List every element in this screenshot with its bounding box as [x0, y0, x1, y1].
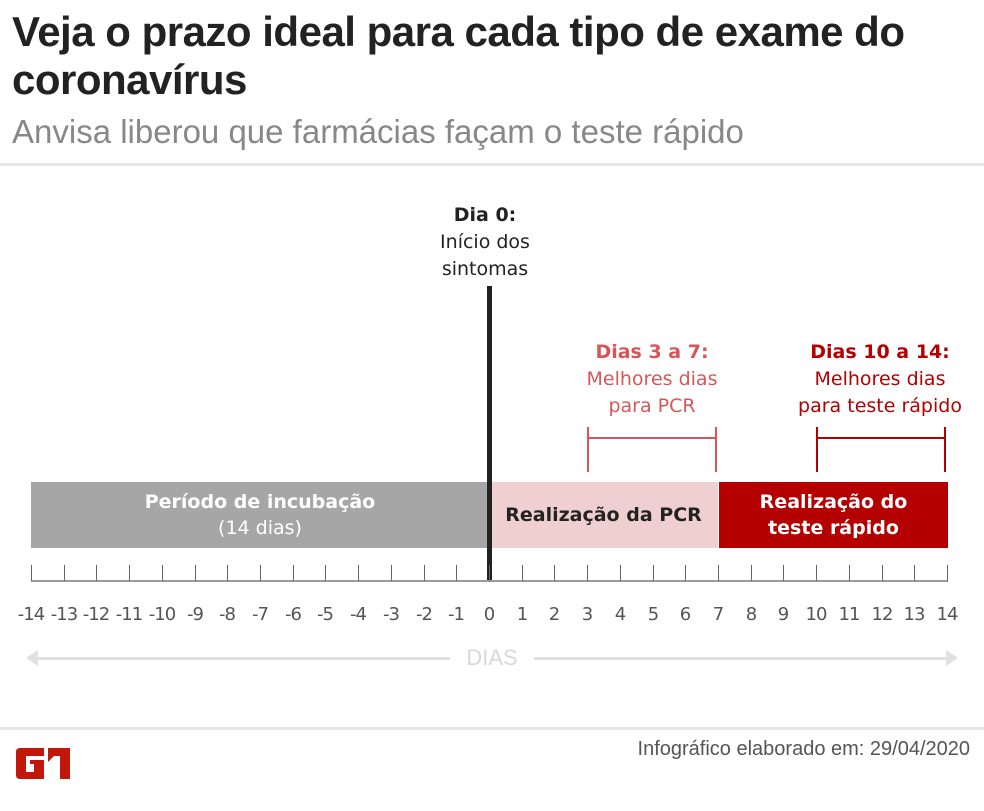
axis-tick-label: 8 [745, 604, 757, 625]
axis-tick [783, 565, 784, 581]
axis-tick-label: -5 [317, 604, 334, 625]
rapid-test-bar: Realização do teste rápido [719, 482, 948, 548]
axis-tick [522, 565, 523, 581]
axis-tick [456, 565, 457, 581]
arrow-right-icon [946, 650, 958, 666]
axis-tick [162, 565, 163, 581]
axis-tick-label: -10 [148, 604, 176, 625]
day-zero-line1: Início dos [440, 231, 530, 253]
axis-tick-label: -2 [416, 604, 433, 625]
axis-tick [751, 565, 752, 581]
rapid-bracket [816, 437, 946, 439]
rapid-bar-sublabel: teste rápido [768, 517, 899, 539]
pcr-bracket [587, 437, 717, 439]
axis-tick-label: 4 [614, 604, 626, 625]
axis-tick [391, 565, 392, 581]
axis-tick-label: -4 [350, 604, 367, 625]
axis-tick [489, 565, 490, 581]
axis-tick-label: 12 [871, 604, 894, 625]
axis-tick [947, 565, 948, 581]
g1-logo-icon [14, 746, 74, 780]
axis-tick [424, 565, 425, 581]
axis-tick-label: 2 [548, 604, 560, 625]
axis-tick [849, 565, 850, 581]
axis-tick [227, 565, 228, 581]
day-zero-line [487, 286, 492, 582]
day-zero-line2: sintomas [441, 258, 529, 280]
rapid-callout-range: Dias 10 a 14: [810, 341, 950, 363]
axis-tick-label: -1 [448, 604, 465, 625]
pcr-callout-range: Dias 3 a 7: [595, 341, 709, 363]
axis-tick [587, 565, 588, 581]
axis-tick-label: -12 [82, 604, 110, 625]
axis-tick-label: -7 [252, 604, 269, 625]
axis-label: DIAS [466, 645, 518, 670]
axis-tick-label: 11 [838, 604, 861, 625]
axis-tick [260, 565, 261, 581]
axis-tick [195, 565, 196, 581]
axis-tick-label: -9 [187, 604, 204, 625]
pcr-bracket-right [715, 427, 717, 472]
axis-tick-label: -6 [285, 604, 302, 625]
axis-tick-label: 3 [581, 604, 593, 625]
rapid-bracket-right [944, 427, 946, 472]
arrow-left-icon [26, 650, 38, 666]
axis-tick [96, 565, 97, 581]
dias-arrow-right-line [534, 657, 948, 660]
axis-tick-label: 13 [903, 604, 926, 625]
timeline-axis [31, 580, 948, 582]
rapid-callout-line1: Melhores dias [814, 368, 946, 390]
axis-tick-label: -13 [50, 604, 78, 625]
axis-tick-label: -14 [17, 604, 45, 625]
page-subtitle: Anvisa liberou que farmácias façam o tes… [12, 113, 744, 150]
incubation-bar: Período de incubação (14 dias) [31, 482, 489, 548]
infographic-credit: Infográfico elaborado em: 29/04/2020 [637, 738, 970, 760]
axis-tick [293, 565, 294, 581]
page-title: Veja o prazo ideal para cada tipo de exa… [12, 8, 905, 103]
incubation-sublabel: (14 dias) [218, 517, 302, 539]
axis-tick [129, 565, 130, 581]
axis-tick [64, 565, 65, 581]
axis-tick [358, 565, 359, 581]
axis-tick [882, 565, 883, 581]
header-divider [0, 163, 984, 166]
axis-tick-label: -11 [115, 604, 143, 625]
pcr-callout-line2: para PCR [608, 395, 696, 417]
axis-tick-label: 7 [712, 604, 724, 625]
axis-tick [653, 565, 654, 581]
pcr-bar: Realização da PCR [489, 482, 718, 548]
pcr-callout-line1: Melhores dias [586, 368, 718, 390]
axis-tick [325, 565, 326, 581]
axis-tick-label: 1 [516, 604, 528, 625]
axis-tick [718, 565, 719, 581]
axis-tick-label: -3 [383, 604, 400, 625]
axis-tick-label: 5 [647, 604, 659, 625]
axis-tick-label: -8 [219, 604, 236, 625]
axis-tick [620, 565, 621, 581]
footer-divider [0, 727, 984, 730]
axis-tick [816, 565, 817, 581]
day-zero-annotation: Dia 0: Início dos sintomas [385, 202, 585, 283]
rapid-bracket-left [816, 427, 818, 472]
axis-tick-label: 0 [483, 604, 495, 625]
pcr-callout: Dias 3 a 7: Melhores dias para PCR [552, 339, 752, 420]
axis-tick-label: 6 [679, 604, 691, 625]
axis-tick-label: 9 [777, 604, 789, 625]
pcr-bar-label: Realização da PCR [505, 504, 702, 526]
axis-tick [31, 565, 32, 581]
axis-tick [914, 565, 915, 581]
rapid-bar-label: Realização do [759, 491, 908, 513]
axis-tick [554, 565, 555, 581]
dias-arrow-left-line [34, 657, 450, 660]
axis-tick-label: 14 [936, 604, 959, 625]
axis-tick-label: 10 [805, 604, 828, 625]
axis-tick [685, 565, 686, 581]
rapid-test-callout: Dias 10 a 14: Melhores dias para teste r… [770, 339, 984, 420]
pcr-bracket-left [587, 427, 589, 472]
rapid-callout-line2: para teste rápido [798, 395, 962, 417]
incubation-label: Período de incubação [144, 491, 376, 513]
day-zero-label: Dia 0: [453, 204, 517, 226]
